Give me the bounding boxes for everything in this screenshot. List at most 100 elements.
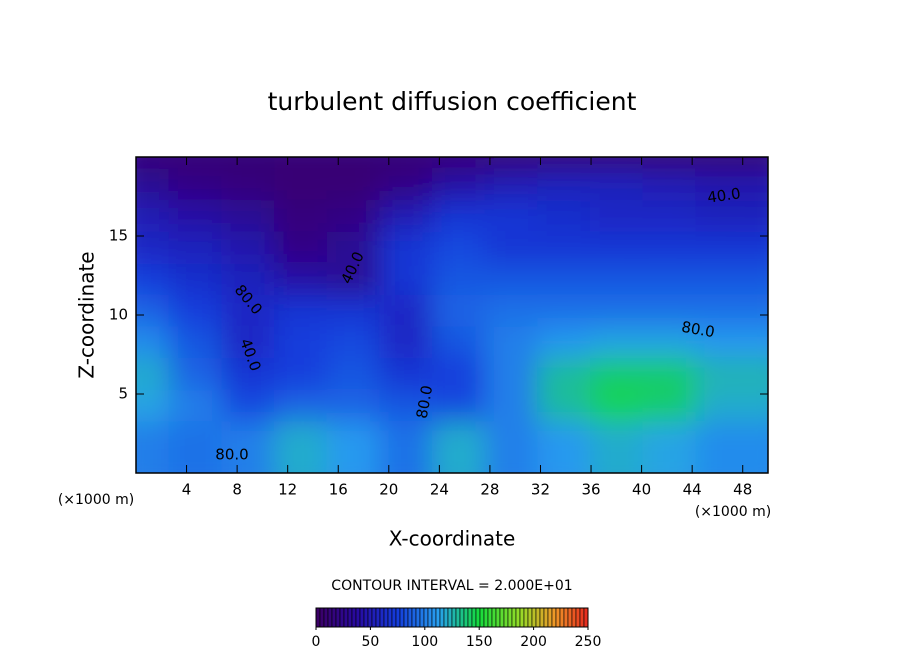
x-tick-label: 24: [430, 481, 449, 499]
colorbar-swatch: [455, 607, 461, 628]
colorbar-swatch: [543, 607, 549, 628]
colorbar-swatch: [459, 607, 465, 628]
contour-interval: CONTOUR INTERVAL = 2.000E+01: [331, 578, 572, 594]
colorbar-swatch: [535, 607, 541, 628]
colorbar-swatch: [323, 607, 329, 628]
colorbar-swatch: [523, 607, 529, 628]
colorbar-swatch: [351, 607, 357, 628]
x-tick-label: 40: [632, 481, 651, 499]
x-tick-label: 36: [581, 481, 600, 499]
colorbar-swatch: [475, 607, 481, 628]
colorbar-swatch: [531, 607, 537, 628]
colorbar-swatch: [571, 607, 577, 628]
x-tick-label: 48: [733, 481, 752, 499]
colorbar-swatch: [575, 607, 581, 628]
chart-title: turbulent diffusion coefficient: [268, 87, 637, 116]
colorbar-swatch: [435, 607, 441, 628]
colorbar-swatch: [343, 607, 349, 628]
colorbar-swatch: [387, 607, 393, 628]
colorbar-swatch: [447, 607, 453, 628]
colorbar-swatch: [335, 607, 341, 628]
colorbar-swatch: [555, 607, 561, 628]
colorbar-swatch: [559, 607, 565, 628]
y-axis-label: Z-coordinate: [75, 251, 99, 378]
colorbar-swatch: [367, 607, 373, 628]
contour-label: 80.0: [413, 384, 437, 420]
colorbar-swatch: [495, 607, 501, 628]
colorbar-swatch: [511, 607, 517, 628]
colorbar-swatch: [567, 607, 573, 628]
colorbar-swatch: [315, 607, 321, 628]
colorbar-swatch: [347, 607, 353, 628]
colorbar-swatch: [519, 607, 525, 628]
colorbar-swatch: [547, 607, 553, 628]
y-tick-label: 15: [109, 227, 128, 245]
colorbar-swatch: [583, 607, 589, 628]
x-tick-label: 44: [683, 481, 702, 499]
colorbar-frame: [315, 607, 589, 628]
y-tick-label: 5: [118, 385, 128, 403]
colorbar-swatch: [383, 607, 389, 628]
colorbar-swatch: [331, 607, 337, 628]
colorbar-swatch: [379, 607, 385, 628]
colorbar-swatch: [539, 607, 545, 628]
x-tick-label: 4: [182, 481, 192, 499]
colorbar-tick-label: 100: [411, 634, 438, 650]
colorbar-tick-label: 150: [466, 634, 493, 650]
colorbar-swatch: [467, 607, 473, 628]
colorbar-swatch: [403, 607, 409, 628]
colorbar-tick-label: 50: [361, 634, 379, 650]
colorbar-swatch: [471, 607, 477, 628]
colorbar-swatch: [427, 607, 433, 628]
colorbar-swatch: [355, 607, 361, 628]
colorbar-swatch: [439, 607, 445, 628]
colorbar-swatch: [551, 607, 557, 628]
colorbar-swatch: [451, 607, 457, 628]
colorbar-tick-label: 0: [312, 634, 321, 650]
x-tick-label: 28: [480, 481, 499, 499]
y-tick-label: 10: [109, 306, 128, 324]
colorbar-swatch: [371, 607, 377, 628]
colorbar-swatch: [359, 607, 365, 628]
colorbar-swatch: [563, 607, 569, 628]
colorbar-tick-label: 200: [520, 634, 547, 650]
field: [136, 157, 768, 473]
colorbar-swatch: [515, 607, 521, 628]
contour-label: 80.0: [680, 318, 716, 342]
colorbar-swatch: [463, 607, 469, 628]
colorbar-swatch: [491, 607, 497, 628]
cell: [695, 421, 768, 473]
x-tick-label: 12: [278, 481, 297, 499]
colorbar-swatch: [411, 607, 417, 628]
x-tick-label: 32: [531, 481, 550, 499]
colorbar-swatch: [391, 607, 397, 628]
colorbar-swatch: [499, 607, 505, 628]
x-tick-label: 20: [379, 481, 398, 499]
colorbar-swatch: [327, 607, 333, 628]
colorbar-swatch: [527, 607, 533, 628]
colorbar-swatch: [399, 607, 405, 628]
colorbar-swatch: [423, 607, 429, 628]
x-tick-label: 8: [232, 481, 242, 499]
colorbar-swatch: [443, 607, 449, 628]
x-unit-label: (×1000 m): [58, 492, 134, 508]
colorbar-swatch: [415, 607, 421, 628]
colorbar-swatch: [363, 607, 369, 628]
contour-label: 40.0: [706, 184, 742, 206]
colorbar-swatch: [507, 607, 513, 628]
colorbar-swatch: [503, 607, 509, 628]
colorbar-swatch: [419, 607, 425, 628]
colorbar-swatch: [479, 607, 485, 628]
colorbar-tick-label: 250: [575, 634, 602, 650]
colorbar-swatch: [395, 607, 401, 628]
colorbar-swatch: [407, 607, 413, 628]
colorbar-swatch: [431, 607, 437, 628]
x-unit-label: (×1000 m): [695, 504, 771, 520]
colorbar-swatch: [319, 607, 325, 628]
contour-label: 80.0: [215, 446, 248, 464]
colorbar-swatch: [375, 607, 381, 628]
colorbar-swatch: [487, 607, 493, 628]
colorbar-swatch: [579, 607, 585, 628]
x-tick-label: 16: [329, 481, 348, 499]
